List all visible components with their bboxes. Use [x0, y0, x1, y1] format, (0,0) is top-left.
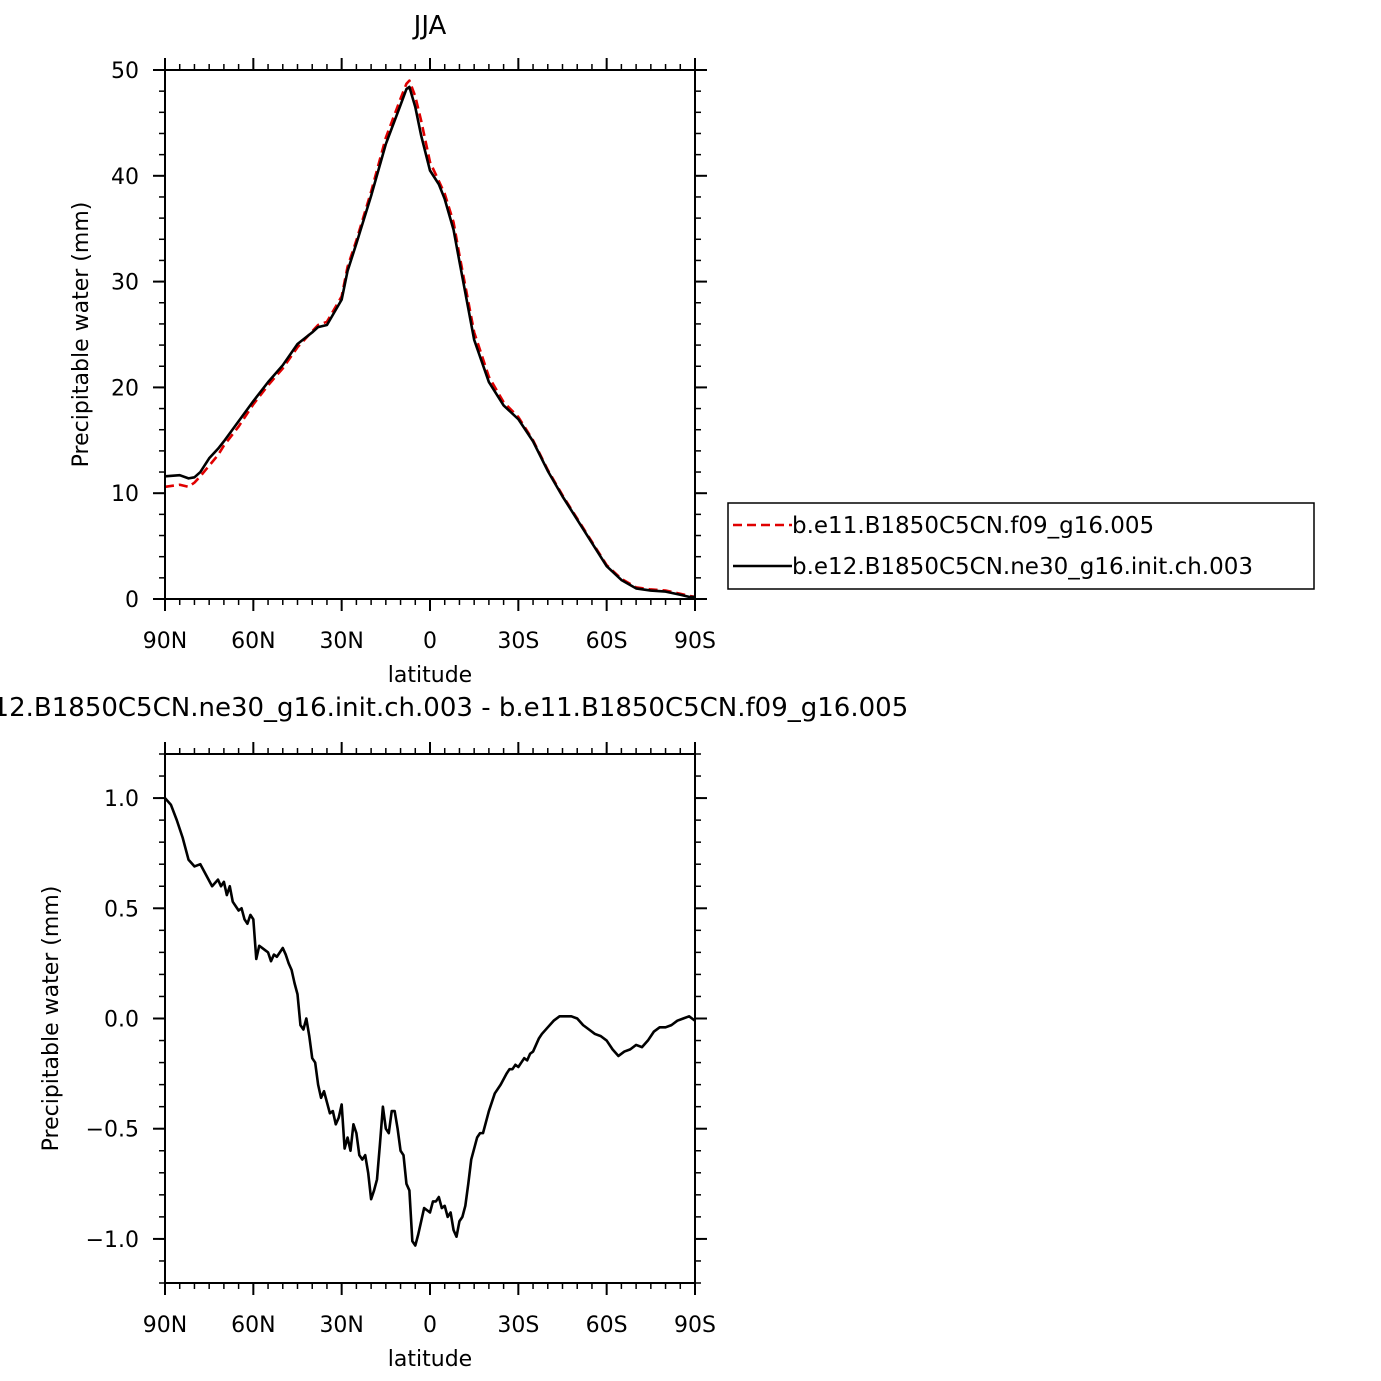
- x-tick-label: 0: [423, 1313, 437, 1338]
- y-tick-label: 50: [111, 59, 139, 84]
- y-tick-label: 30: [111, 271, 139, 296]
- x-tick-label: 90S: [674, 629, 716, 654]
- x-axis-label: latitude: [388, 663, 472, 688]
- series-line-0: [165, 79, 695, 599]
- x-tick-label: 60S: [586, 1313, 628, 1338]
- x-tick-label: 30S: [497, 629, 539, 654]
- x-tick-label: 90N: [143, 629, 187, 654]
- x-tick-label: 30N: [319, 1313, 363, 1338]
- plot-frame: [164, 69, 696, 600]
- series-line-1: [165, 85, 695, 599]
- y-tick-label: −0.5: [86, 1118, 139, 1143]
- chart-title: JJA: [412, 11, 447, 41]
- y-axis-label: Precipitable water (mm): [69, 202, 94, 468]
- series-line-0: [165, 797, 695, 1247]
- legend-label-1: b.e12.B1850C5CN.ne30_g16.init.ch.003: [792, 554, 1253, 580]
- y-tick-label: 40: [111, 165, 139, 190]
- legend: b.e11.B1850C5CN.f09_g16.005 b.e12.B1850C5…: [727, 502, 1315, 590]
- y-tick-label: 10: [111, 482, 139, 507]
- y-tick-label: −1.0: [86, 1228, 139, 1253]
- plot-frame: [164, 753, 696, 1284]
- x-tick-label: 90S: [674, 1313, 716, 1338]
- y-axis-label: Precipitable water (mm): [39, 886, 64, 1152]
- x-tick-label: 60S: [586, 629, 628, 654]
- x-tick-label: 60N: [231, 629, 275, 654]
- y-tick-label: 0.5: [104, 897, 139, 922]
- y-tick-label: 1.0: [104, 787, 139, 812]
- x-tick-label: 90N: [143, 1313, 187, 1338]
- y-tick-label: 20: [111, 376, 139, 401]
- legend-box: [727, 502, 1315, 590]
- x-tick-label: 30N: [319, 629, 363, 654]
- x-tick-label: 60N: [231, 1313, 275, 1338]
- x-tick-label: 30S: [497, 1313, 539, 1338]
- x-tick-label: 0: [423, 629, 437, 654]
- y-tick-label: 0: [125, 588, 139, 613]
- x-axis-label: latitude: [388, 1347, 472, 1372]
- y-tick-label: 0.0: [104, 1008, 139, 1033]
- legend-label-0: b.e11.B1850C5CN.f09_g16.005: [792, 513, 1154, 539]
- chart-title: b.e12.B1850C5CN.ne30_g16.init.ch.003 - b…: [0, 693, 908, 723]
